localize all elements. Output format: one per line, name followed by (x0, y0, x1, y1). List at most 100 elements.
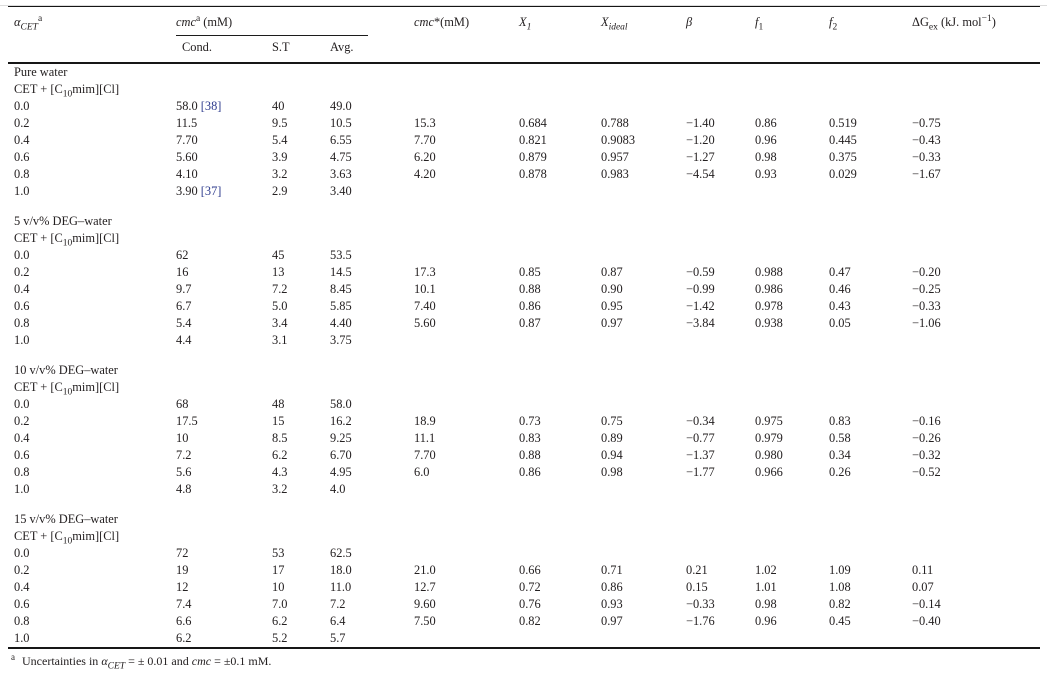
data-row: 0.0 68 48 58.0 (8, 396, 1040, 413)
data-cell (686, 630, 755, 648)
data-cell: 17.3 (414, 265, 436, 279)
data-cell (912, 247, 1040, 264)
data-cell: 0.988 (755, 265, 783, 279)
data-cell: 6.4 (330, 614, 346, 628)
data-cell: 2.9 (272, 184, 288, 198)
data-cell: 1.0 (14, 333, 30, 347)
dg-exponent: −1 (981, 13, 992, 24)
data-cell: 3.2 (272, 482, 288, 496)
data-cell: −0.75 (912, 116, 941, 130)
data-cell (829, 98, 912, 115)
table-container: αCETa cmca (mM) cmc*(mM) X1 Xideal β f1 … (0, 5, 1047, 671)
data-cell (519, 630, 601, 648)
data-cell: 0.983 (601, 167, 629, 181)
data-cell: 0.975 (755, 414, 783, 428)
data-cell (755, 183, 829, 200)
section-solvent-label: 10 v/v% DEG–water (14, 363, 118, 377)
col-header-x-ideal: Xideal (601, 6, 686, 63)
mixed-micelle-table: αCETa cmca (mM) cmc*(mM) X1 Xideal β f1 … (8, 5, 1040, 649)
cmc-symbol: cmc (176, 15, 196, 29)
footnote-text: = ±0.1 mM. (211, 654, 272, 668)
data-cell: 13 (272, 265, 285, 279)
data-cell (755, 98, 829, 115)
data-cell: 16.2 (330, 414, 352, 428)
data-cell: 6.7 (176, 299, 192, 313)
data-cell: 17.5 (176, 414, 198, 428)
col-header-alpha-cet: αCETa (8, 6, 176, 63)
footnote-alpha-symbol: α (101, 654, 108, 668)
col-header-avg: Avg. (330, 40, 354, 54)
data-cell: 1.0 (14, 482, 30, 496)
data-cell (755, 332, 829, 349)
data-cell: 0.980 (755, 448, 783, 462)
data-cell: 0.6 (14, 597, 30, 611)
section-system-label: CET + [C10mim][Cl] (14, 231, 120, 249)
data-cell (686, 396, 755, 413)
data-cell: 8.5 (272, 431, 288, 445)
system-subscript: 10 (62, 89, 73, 100)
data-cell (519, 183, 601, 200)
data-cell: 3.40 (330, 184, 352, 198)
data-cell: 12 (176, 580, 189, 594)
data-cell: −1.37 (686, 448, 715, 462)
data-cell: −1.67 (912, 167, 941, 181)
section-system-label: CET + [C10mim][Cl] (14, 82, 120, 100)
data-cell: 4.10 (176, 167, 198, 181)
section-gap-cell (8, 200, 1040, 213)
data-cell (414, 630, 519, 648)
data-cell: 49.0 (330, 99, 352, 113)
data-cell: 0.966 (755, 465, 783, 479)
data-cell: 18.9 (414, 414, 436, 428)
data-cell: −0.99 (686, 282, 715, 296)
data-row: 0.8 4.10 3.2 3.63 4.20 0.878 0.983 −4.54 0.93 0.0… (8, 166, 1040, 183)
data-cell: 68 (176, 397, 189, 411)
data-cell: 0.83 (829, 414, 851, 428)
data-cell: 0.2 (14, 116, 30, 130)
alpha-symbol: α (14, 15, 21, 29)
data-cell: −0.33 (686, 597, 715, 611)
data-cell: 15.3 (414, 116, 436, 130)
data-cell: −0.14 (912, 597, 941, 611)
data-cell: 0.4 (14, 133, 30, 147)
data-cell: 0.8 (14, 316, 30, 330)
section-system-row: CET + [C10mim][Cl] (8, 528, 1040, 547)
data-row: 0.2 17.5 15 16.2 18.9 0.73 0.75 −0.34 0.975 0.83 −… (8, 413, 1040, 430)
data-cell: 0.2 (14, 414, 30, 428)
data-cell (912, 183, 1040, 200)
data-cell: 0.2 (14, 563, 30, 577)
data-cell: 5.7 (330, 631, 346, 645)
data-cell (601, 247, 686, 264)
data-cell: 10.1 (414, 282, 436, 296)
data-cell (912, 332, 1040, 349)
citation-link[interactable]: [38] (200, 99, 222, 113)
data-cell: 0.97 (601, 614, 623, 628)
data-cell: 0.445 (829, 133, 857, 147)
data-cell: 0.979 (755, 431, 783, 445)
f2-subscript: 2 (832, 22, 838, 33)
data-cell: 3.90 [37] (176, 184, 222, 198)
data-cell: 6.20 (414, 150, 436, 164)
data-cell: 0.88 (519, 282, 541, 296)
data-cell: 1.08 (829, 580, 851, 594)
data-cell: 0.96 (755, 614, 777, 628)
col-header-cmc-star: cmc*(mM) (414, 6, 519, 63)
section-solvent-row: 15 v/v% DEG–water (8, 511, 1040, 528)
data-cell (686, 247, 755, 264)
data-cell: −0.40 (912, 614, 941, 628)
data-cell: 7.70 (414, 448, 436, 462)
citation-link[interactable]: [37] (200, 184, 222, 198)
cmc-star-unit: (mM) (440, 15, 470, 29)
section-gap (8, 498, 1040, 511)
data-cell: −1.76 (686, 614, 715, 628)
data-cell (414, 481, 519, 498)
data-cell (912, 481, 1040, 498)
data-cell (755, 545, 829, 562)
data-cell: 0.05 (829, 316, 851, 330)
data-cell (601, 396, 686, 413)
footnote-text: Uncertainties in (22, 654, 102, 668)
system-subscript: 10 (62, 536, 73, 547)
x-ideal-subscript: ideal (608, 22, 628, 33)
data-cell: 1.0 (14, 184, 30, 198)
data-cell: −0.34 (686, 414, 715, 428)
data-cell (755, 247, 829, 264)
